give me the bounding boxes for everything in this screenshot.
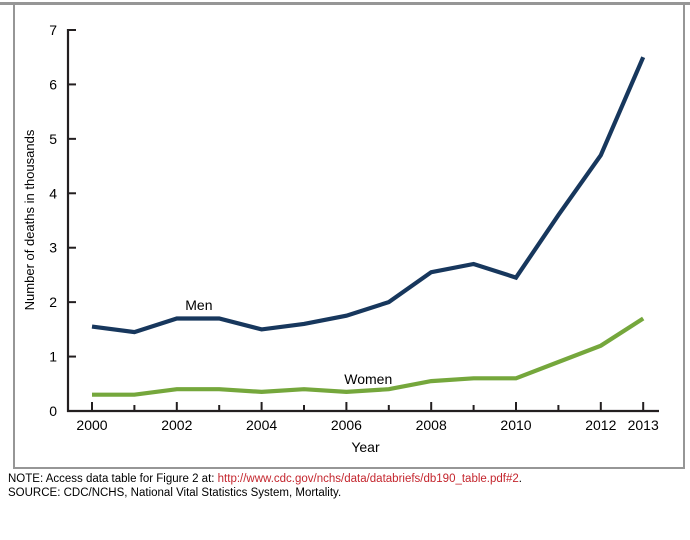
note-line: NOTE: Access data table for Figure 2 at:… xyxy=(8,472,684,486)
note-link[interactable]: http://www.cdc.gov/nchs/data/databriefs/… xyxy=(217,473,519,485)
x-tick-label: 2004 xyxy=(246,417,277,433)
x-tick-label: 2008 xyxy=(416,417,447,433)
y-tick-label: 2 xyxy=(49,294,57,310)
x-tick-label: 2013 xyxy=(628,417,659,433)
y-tick-label: 3 xyxy=(49,240,57,256)
y-tick-label: 5 xyxy=(49,131,57,147)
x-tick-label: 2002 xyxy=(161,417,192,433)
series-line-women xyxy=(92,316,645,397)
y-tick-label: 1 xyxy=(49,349,57,365)
x-tick-label: 2010 xyxy=(500,417,531,433)
x-tick-label: 2012 xyxy=(585,417,616,433)
series-line-men xyxy=(91,56,646,335)
x-tick-label: 2000 xyxy=(76,417,107,433)
y-tick-label: 0 xyxy=(49,403,57,419)
y-tick-label: 7 xyxy=(49,22,57,38)
series-label-men: Men xyxy=(185,297,212,313)
y-axis-title: Number of deaths in thousands xyxy=(22,129,37,310)
note-text: NOTE: Access data table for Figure 2 at: xyxy=(8,473,218,485)
y-tick-label: 6 xyxy=(49,76,57,92)
note-period: . xyxy=(518,473,522,485)
y-tick-label: 4 xyxy=(49,185,57,201)
x-tick-label: 2006 xyxy=(331,417,362,433)
source-line: SOURCE: CDC/NCHS, National Vital Statist… xyxy=(8,487,342,499)
deaths-by-sex-line-chart: 0 1 2 3 4 5 6 7 2000 2002 2004 2006 2008 2010 2012 2013… xyxy=(22,22,659,455)
series-label-women: Women xyxy=(344,371,392,387)
footnote-block: NOTE: Access data table for Figure 2 at:… xyxy=(8,472,684,500)
x-axis-title: Year xyxy=(351,439,380,455)
